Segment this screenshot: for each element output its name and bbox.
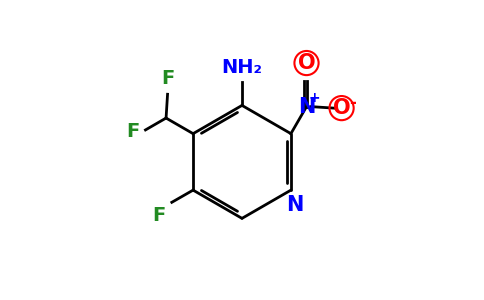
Text: O: O — [333, 98, 350, 118]
Text: N: N — [286, 196, 303, 215]
Text: +: + — [308, 91, 320, 105]
Text: NH₂: NH₂ — [222, 58, 262, 77]
Text: F: F — [161, 69, 174, 88]
Text: O: O — [298, 53, 315, 73]
Text: F: F — [152, 206, 166, 226]
Text: N: N — [298, 97, 315, 117]
Text: F: F — [127, 122, 140, 141]
Text: -: - — [349, 94, 356, 112]
